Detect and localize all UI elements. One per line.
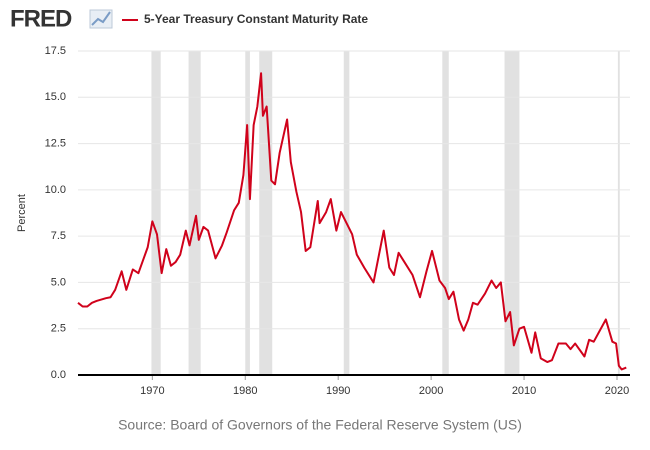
y-tick-label: 17.5 (45, 45, 66, 57)
x-tick-label: 1980 (233, 385, 257, 397)
y-tick-label: 5.0 (51, 276, 66, 288)
y-tick-label: 7.5 (51, 230, 66, 242)
recession-band (343, 51, 350, 375)
x-tick-label: 1970 (140, 385, 164, 397)
y-tick-label: 0.0 (51, 369, 66, 381)
logo: FRED (10, 5, 72, 32)
logo-icon (89, 9, 113, 29)
recession-band (151, 51, 161, 375)
x-tick-label: 2000 (419, 385, 443, 397)
y-axis-label: Percent (16, 194, 28, 232)
recession-band (188, 51, 201, 375)
x-tick-label: 2020 (605, 385, 629, 397)
recession-band (617, 51, 620, 375)
x-tick-label: 2010 (512, 385, 536, 397)
source: Source: Board of Governors of the Federa… (118, 417, 522, 433)
y-tick-label: 15.0 (45, 91, 66, 103)
line-series (77, 72, 627, 371)
recession-band (245, 51, 250, 375)
y-tick-label: 10.0 (45, 184, 66, 196)
recession-band (259, 51, 273, 375)
x-tick-label: 1990 (326, 385, 350, 397)
recession-band (442, 51, 449, 375)
legend-label: 5-Year Treasury Constant Maturity Rate (144, 12, 368, 26)
y-tick-label: 2.5 (51, 323, 66, 335)
y-tick-label: 12.5 (45, 137, 66, 149)
recession-band (504, 51, 520, 375)
